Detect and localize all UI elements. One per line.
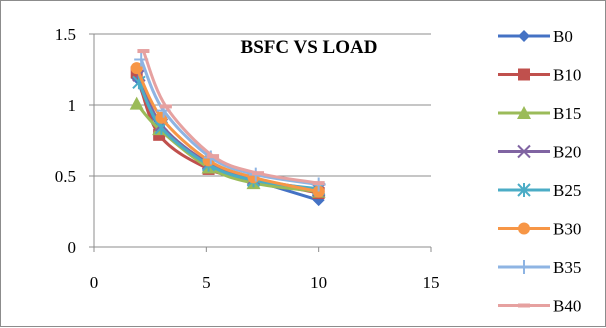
legend-entry-b40: B40	[498, 297, 581, 316]
data-point	[517, 183, 531, 197]
x-tick-label: 15	[423, 273, 440, 292]
y-tick-label: 0	[68, 238, 77, 257]
legend-label: B20	[553, 143, 581, 162]
chart-title: BSFC VS LOAD	[241, 37, 378, 58]
legend-entry-b20: B20	[498, 143, 581, 162]
y-tick-label: 0.5	[55, 167, 76, 186]
data-point	[159, 104, 172, 109]
data-point	[517, 144, 531, 159]
data-point	[129, 96, 144, 110]
x-tick-label: 10	[310, 273, 327, 292]
data-point	[518, 303, 530, 308]
data-point	[312, 181, 325, 186]
x-tick-label: 0	[90, 273, 99, 292]
data-point	[207, 154, 220, 159]
series-b40	[137, 49, 325, 186]
legend-label: B40	[553, 297, 581, 316]
data-point	[518, 222, 530, 235]
data-point	[517, 260, 531, 274]
x-tick-label: 5	[202, 273, 211, 292]
legend-entry-b30: B30	[498, 220, 581, 239]
y-tick-label: 1.5	[55, 25, 76, 44]
legend-entry-b15: B15	[498, 104, 581, 123]
data-point	[518, 68, 530, 81]
legend-label: B30	[553, 220, 581, 239]
legend-label: B25	[553, 181, 581, 200]
data-point	[130, 62, 143, 75]
legend-entry-b35: B35	[498, 258, 581, 277]
data-point	[518, 30, 530, 42]
legend-label: B35	[553, 258, 581, 277]
data-point	[312, 185, 325, 198]
data-point	[252, 171, 265, 176]
data-point	[137, 49, 150, 54]
legend-entry-b10: B10	[498, 66, 581, 85]
legend-label: B15	[553, 104, 581, 123]
legend-label: B10	[553, 66, 581, 85]
data-point	[517, 106, 531, 119]
y-tick-label: 1	[68, 96, 77, 115]
legend-label: B0	[553, 27, 573, 46]
legend-entry-b0: B0	[498, 27, 573, 46]
legend-entry-b25: B25	[498, 181, 581, 200]
